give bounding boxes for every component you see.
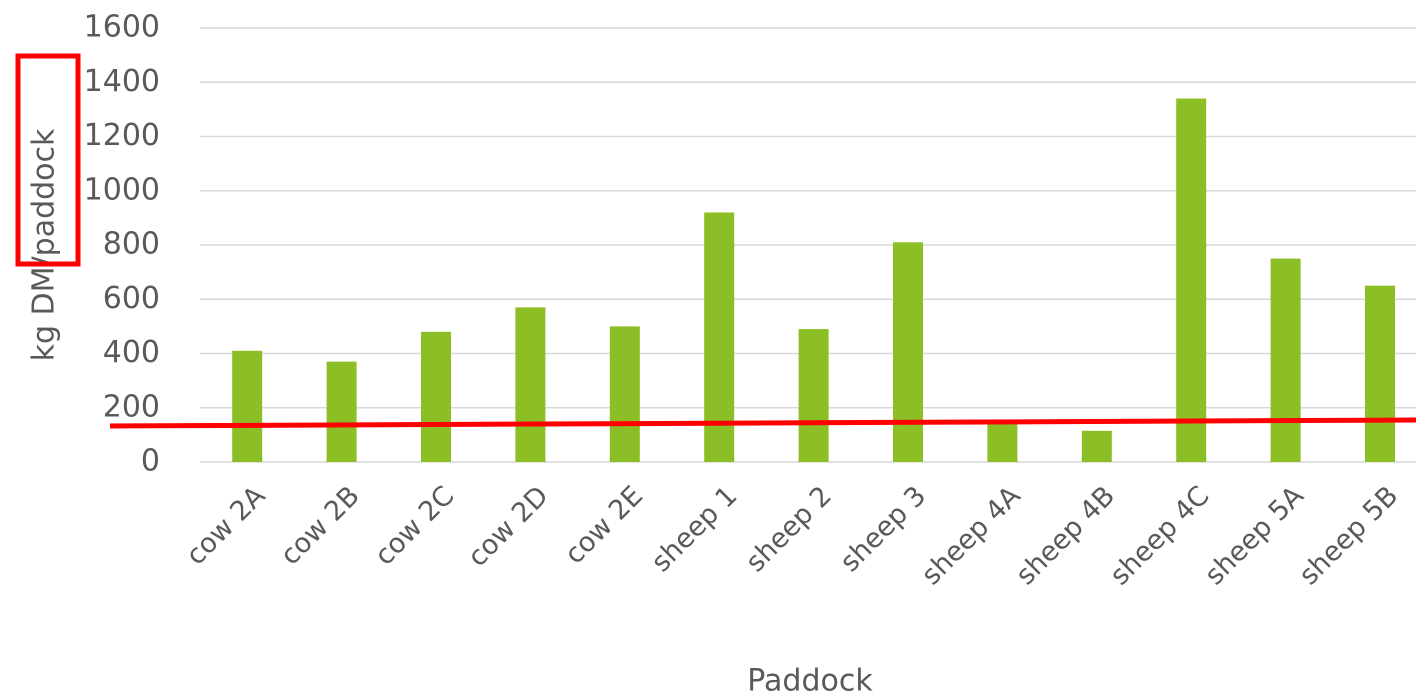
x-tick-label: sheep 4B (1010, 480, 1121, 591)
y-tick-label: 1400 (84, 64, 160, 99)
x-tick-label: sheep 4C (1104, 480, 1215, 591)
y-tick-label: 600 (103, 281, 160, 316)
bar (326, 361, 357, 462)
x-tick-label: sheep 1 (646, 480, 744, 578)
bar (704, 212, 735, 462)
bar (609, 326, 640, 462)
y-tick-label: 0 (141, 444, 160, 479)
bar (232, 350, 263, 462)
bar (421, 331, 451, 462)
bar (1270, 258, 1301, 462)
x-tick-label: cow 2C (369, 480, 460, 571)
x-axis-title: Paddock (747, 664, 873, 698)
bar (1081, 430, 1112, 462)
x-tick-label: sheep 2 (740, 480, 838, 578)
x-tick-label: sheep 5B (1293, 480, 1404, 591)
y-tick-label: 1000 (84, 172, 160, 207)
annotation-line (109, 417, 1416, 429)
y-tick-label: 1600 (84, 10, 160, 45)
x-tick-label: sheep 4A (916, 480, 1027, 591)
bar (1365, 285, 1395, 462)
y-tick-label: 800 (103, 227, 160, 262)
x-tick-label: cow 2D (462, 480, 555, 573)
bar (987, 421, 1018, 462)
bar (893, 242, 923, 462)
y-tick-label: 1200 (84, 118, 160, 153)
highlight-box (15, 53, 81, 267)
y-tick-label: 400 (103, 335, 160, 370)
x-tick-label: sheep 3 (834, 480, 932, 578)
bar (515, 307, 546, 462)
x-tick-label: cow 2E (559, 480, 649, 570)
x-tick-label: cow 2B (275, 480, 366, 571)
x-tick-label: sheep 5A (1199, 480, 1310, 591)
y-axis-title: kg DM/paddock (27, 128, 62, 361)
y-tick-label: 200 (103, 389, 160, 424)
x-tick-label: cow 2A (180, 480, 271, 571)
bar (1176, 98, 1207, 463)
bar (798, 329, 829, 462)
